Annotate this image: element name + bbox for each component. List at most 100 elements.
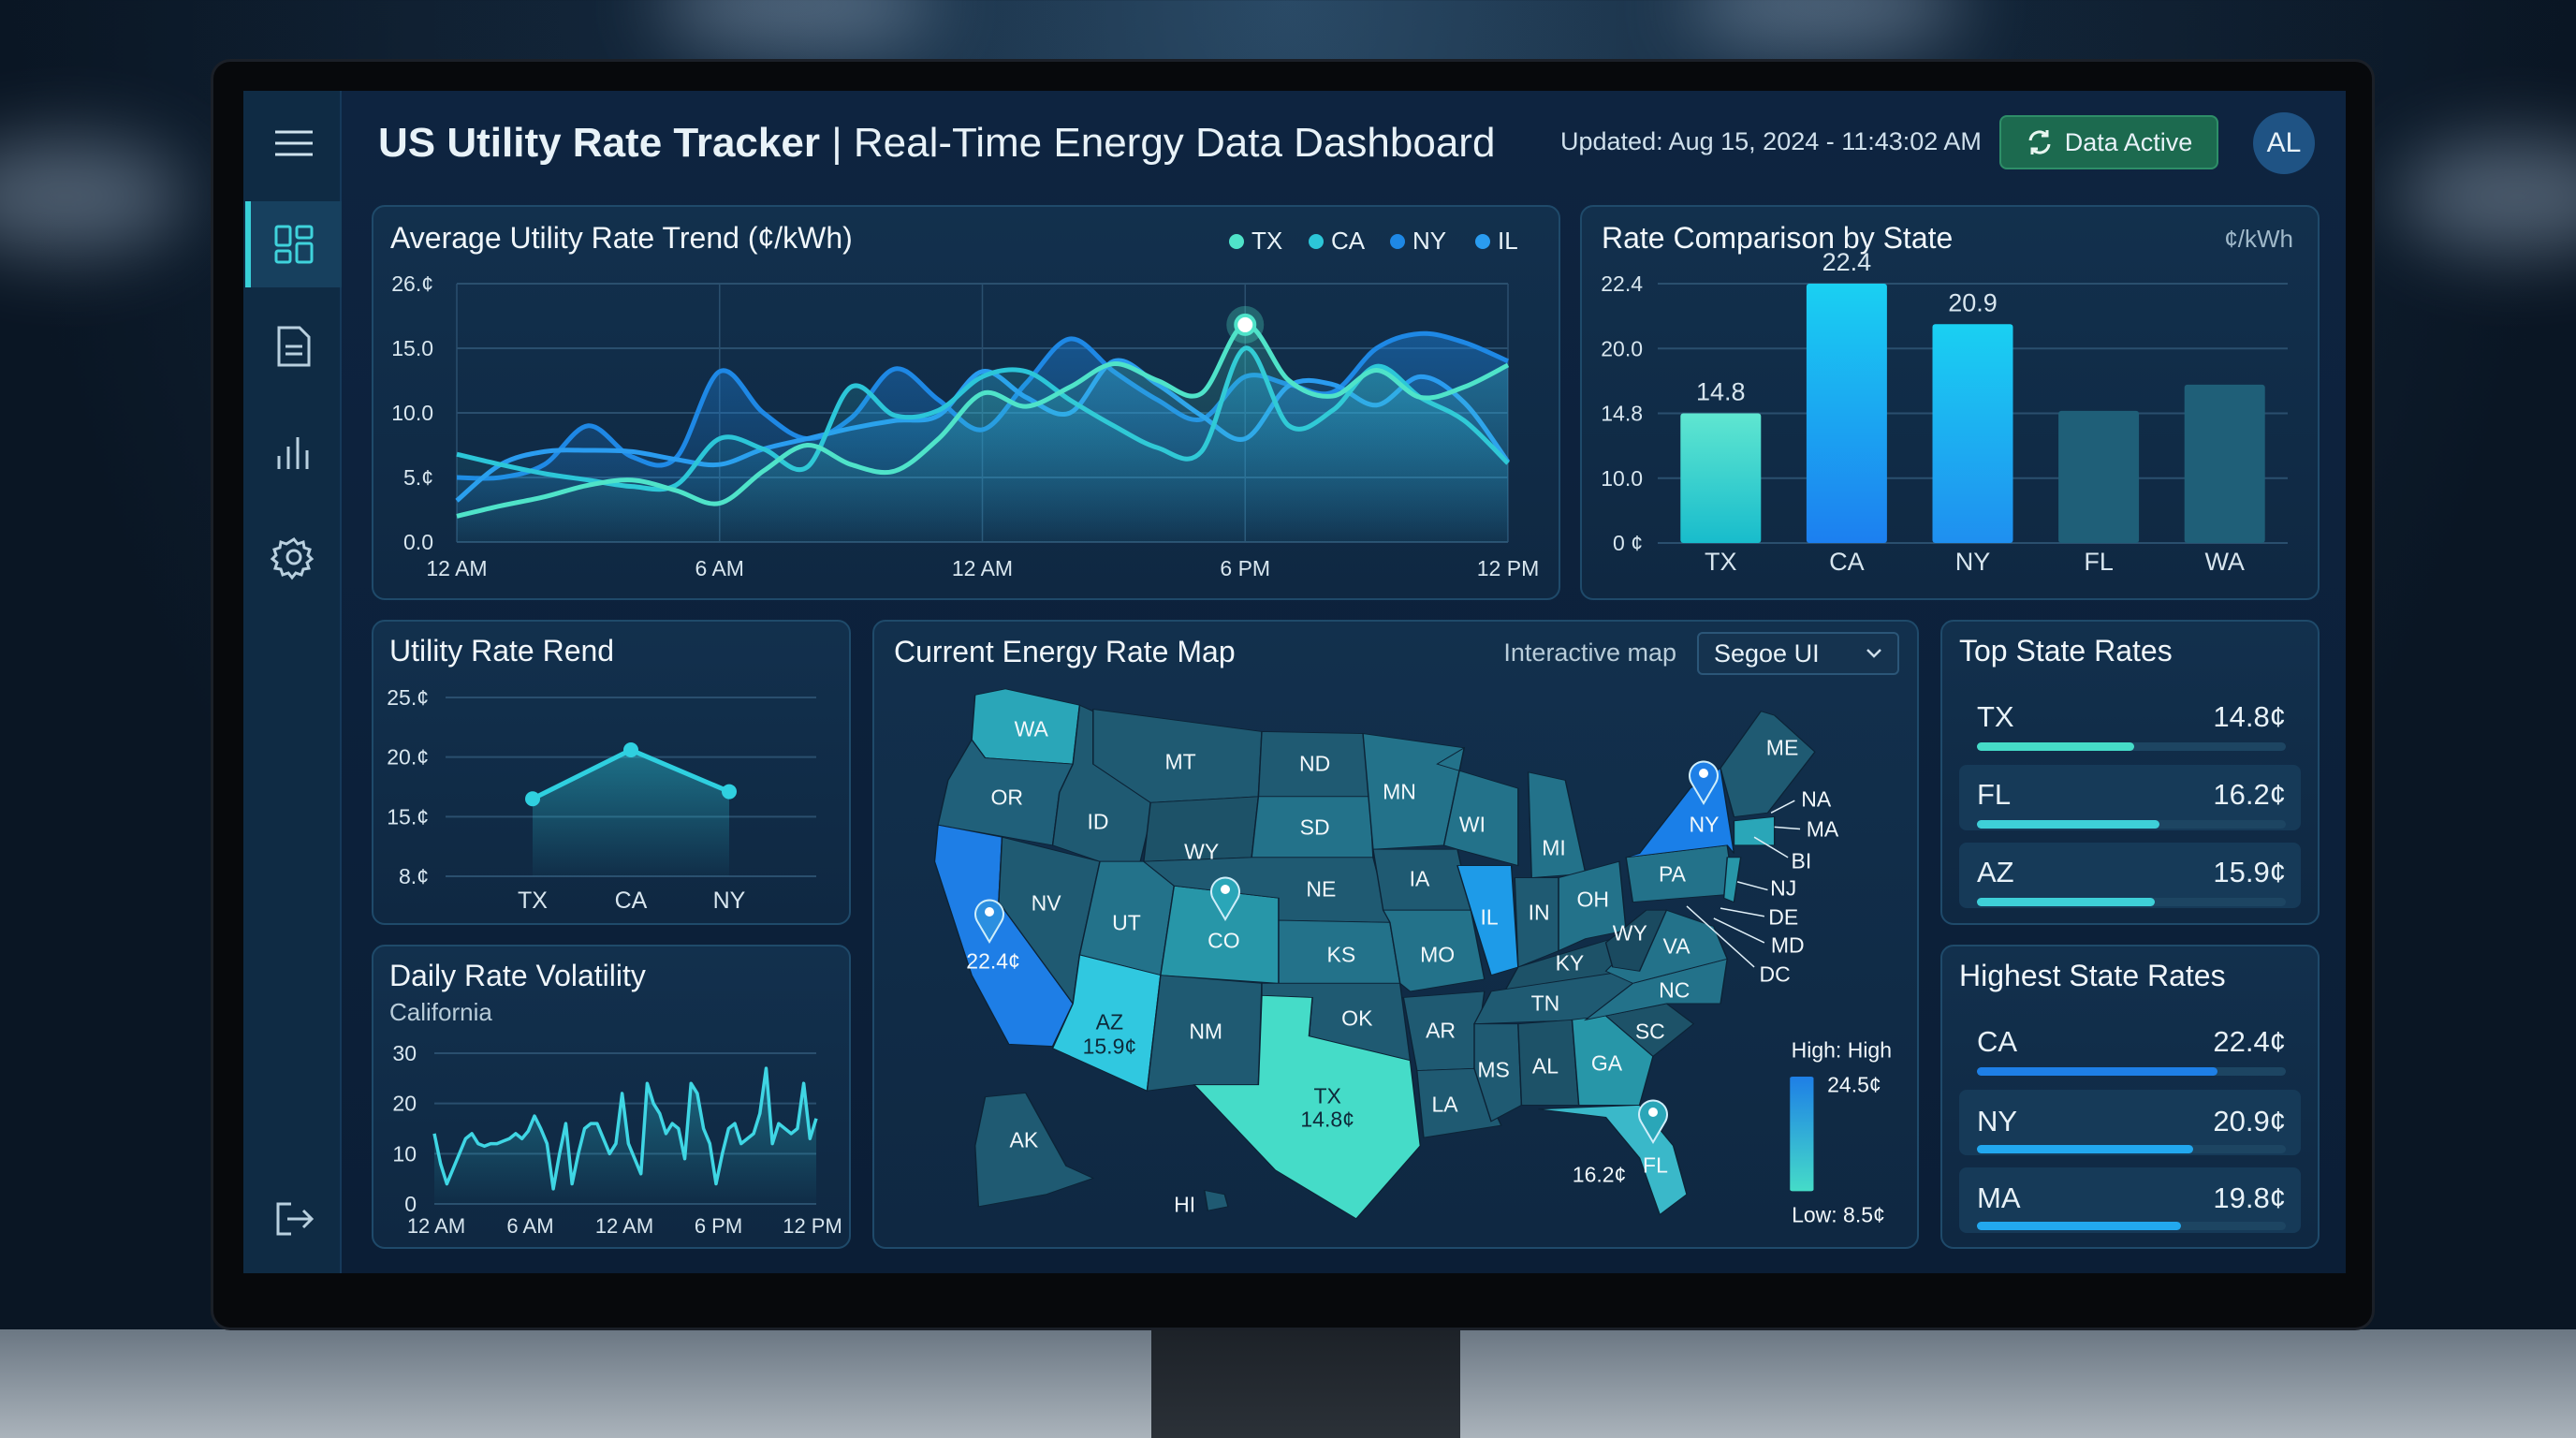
y-tick-label: 0 ¢ [1613,531,1643,555]
label-ks: KS [1326,942,1356,967]
y-tick-label: 15.¢ [387,804,429,829]
x-tick-label: TX [1705,548,1737,576]
highest-rates-title: Highest State Rates [1959,959,2226,992]
bar-tx[interactable] [1680,413,1762,544]
label-hi: HI [1174,1192,1196,1217]
state-wi[interactable] [1436,746,1519,867]
x-tick-label: 6 AM [506,1214,553,1238]
ceiling-light [0,140,187,253]
data-point-tx[interactable] [525,791,540,807]
document-icon[interactable] [269,321,319,372]
trend-chart[interactable]: 0.0 5.¢ 10.0 15.0 26.¢ 12 AM 6 AM 12 AM 6 PM 12 P… [372,205,1560,600]
map-pin-icon[interactable] [1688,758,1720,805]
label-oh: OH [1576,887,1610,912]
label-al: AL [1531,1053,1559,1078]
bar-chart[interactable]: 0 ¢ 10.0 14.8 20.0 22.4 TX 14.8 CA 22.4 NY 20.9 FL W… [1580,205,2320,600]
callout-dc: DC [1759,961,1791,987]
label-mo: MO [1420,942,1456,967]
label-ok: OK [1341,1005,1373,1031]
state-il[interactable] [1456,865,1519,976]
utility-rate-chart[interactable]: 8.¢ 15.¢ 20.¢ 25.¢ TX CA NY [372,620,851,925]
legend-high-value: 24.5¢ [1827,1072,1881,1097]
label-tn: TN [1530,990,1560,1016]
map-title: Current Energy Rate Map [894,635,1236,668]
legend-ca[interactable]: CA [1309,227,1365,256]
y-tick-label: 0.0 [403,530,433,554]
map-pin-icon[interactable] [973,897,1005,944]
label-ca-rate: 22.4¢ [966,948,1020,974]
y-tick-label: 25.¢ [387,685,429,710]
state-nj[interactable] [1722,857,1742,903]
sidebar [243,91,342,1273]
state-hi[interactable] [1203,1189,1229,1211]
last-updated: Updated: Aug 15, 2024 - 11:43:02 AM [1560,127,1982,155]
data-point-ny[interactable] [722,784,737,800]
callout-nj: NJ [1770,875,1797,901]
rate-value: 20.9¢ [2213,1105,2286,1137]
state-ak[interactable] [973,1092,1095,1208]
rate-state[interactable]: NY [1977,1105,2018,1137]
x-tick-label: CA [1829,548,1865,576]
state-ma-ct-ri[interactable] [1733,815,1776,846]
dashboard-icon[interactable] [269,219,319,270]
bar-wa[interactable] [2184,384,2265,543]
label-pa: PA [1659,861,1687,887]
legend-dot [1229,233,1244,249]
legend-tx[interactable]: TX [1229,227,1282,256]
rate-state[interactable]: MA [1977,1181,2021,1214]
x-tick-label: 12 AM [426,556,487,580]
data-active-button[interactable]: Data Active [1999,115,2218,169]
rate-state[interactable]: TX [1977,700,2014,733]
label-ny: NY [1689,812,1720,837]
legend-ny[interactable]: NY [1390,227,1446,256]
rate-state[interactable]: CA [1977,1025,2018,1058]
logout-icon[interactable] [269,1194,319,1244]
x-tick-label: 6 PM [695,1214,742,1238]
state-az[interactable] [1051,954,1162,1093]
state-oh[interactable] [1558,860,1627,952]
bar-fl[interactable] [2058,410,2140,543]
label-in: IN [1528,900,1550,925]
y-tick-label: 20.0 [1601,336,1643,360]
state-ms[interactable] [1473,1023,1523,1123]
label-mt: MT [1164,749,1196,774]
highlight-point[interactable] [1234,313,1257,336]
map-pin-icon[interactable] [1209,874,1241,921]
bar-ca[interactable] [1806,284,1887,543]
bar-chart-icon[interactable] [269,427,319,477]
label-nm: NM [1189,1019,1223,1044]
data-point-ca[interactable] [623,742,638,758]
state-wv[interactable] [1604,909,1668,972]
map-pin-icon[interactable] [1637,1097,1669,1144]
x-tick-label: 12 PM [783,1214,842,1238]
bar-ny[interactable] [1932,324,2013,543]
rate-bar-track [1977,742,2286,751]
us-map[interactable] [871,618,1928,1255]
y-tick-label: 26.¢ [391,271,433,296]
utility-rate-title: Utility Rate Rend [389,634,615,668]
avatar[interactable]: AL [2253,112,2315,174]
volatility-line[interactable] [432,1066,818,1191]
legend-dot [1475,233,1490,249]
bar-title: Rate Comparison by State [1602,221,1954,255]
rate-bar-track [1977,1067,2286,1076]
volatility-chart[interactable]: 0 10 20 30 12 AM 6 AM 12 AM 6 PM 12 PM [372,945,851,1249]
y-tick-label: 20.¢ [387,745,429,770]
menu-icon[interactable] [269,118,319,169]
rate-state[interactable]: AZ [1977,856,2014,888]
x-tick-label: 12 AM [595,1214,653,1238]
legend-dot [1309,233,1324,249]
gear-icon[interactable] [269,532,319,582]
x-tick-label: 12 PM [1477,556,1539,580]
rate-state[interactable]: FL [1977,778,2012,811]
legend-il[interactable]: IL [1475,227,1518,256]
font-select[interactable]: Segoe UI [1697,632,1899,675]
state-tx[interactable] [1193,994,1422,1220]
label-ga: GA [1590,1050,1623,1076]
state-new-england[interactable] [1720,711,1816,818]
label-la: LA [1431,1092,1458,1117]
label-fl: FL [1643,1152,1668,1178]
x-tick-label: CA [615,888,648,914]
legend-high-label: High: High [1791,1037,1893,1063]
callout-na: NA [1801,786,1832,812]
